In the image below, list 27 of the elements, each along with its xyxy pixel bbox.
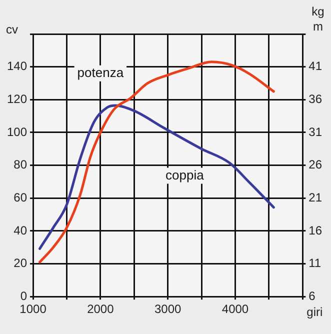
x-tick-label: 2000 xyxy=(87,302,114,316)
y-tick-label: 0 xyxy=(20,288,28,303)
y-tick-label: 20 xyxy=(14,256,28,270)
line-series xyxy=(38,60,275,264)
y-tick-label: 80 xyxy=(14,158,28,172)
y2-axis-title: kg m xyxy=(312,4,324,34)
y2-tick-label: 16 xyxy=(308,223,322,238)
y-tick-label: 120 xyxy=(6,92,28,106)
y-tick-label: 140 xyxy=(6,59,28,74)
y-tick-label: 100 xyxy=(6,124,28,139)
series-label: coppia xyxy=(166,167,205,182)
y2-tick-label: 36 xyxy=(308,92,322,106)
x-tick-label: 4000 xyxy=(222,302,249,316)
y2-tick-label: 21 xyxy=(308,190,322,204)
x-axis-title: giri xyxy=(306,304,323,319)
y-tick-label: 40 xyxy=(14,223,28,238)
y-tick-label: 60 xyxy=(14,190,28,204)
x-tick-label: 3000 xyxy=(154,302,182,316)
y2-tick-label: 26 xyxy=(308,158,322,172)
y2-tick-label: 6 xyxy=(308,288,316,303)
line-series xyxy=(38,104,275,250)
y2-tick-label: 11 xyxy=(308,256,322,270)
y-axis-title: cv xyxy=(6,22,18,36)
series-label: potenza xyxy=(77,64,124,80)
y2-tick-label: 41 xyxy=(308,59,322,74)
x-tick-label: 1000 xyxy=(20,302,47,316)
y2-tick-label: 31 xyxy=(308,124,322,139)
